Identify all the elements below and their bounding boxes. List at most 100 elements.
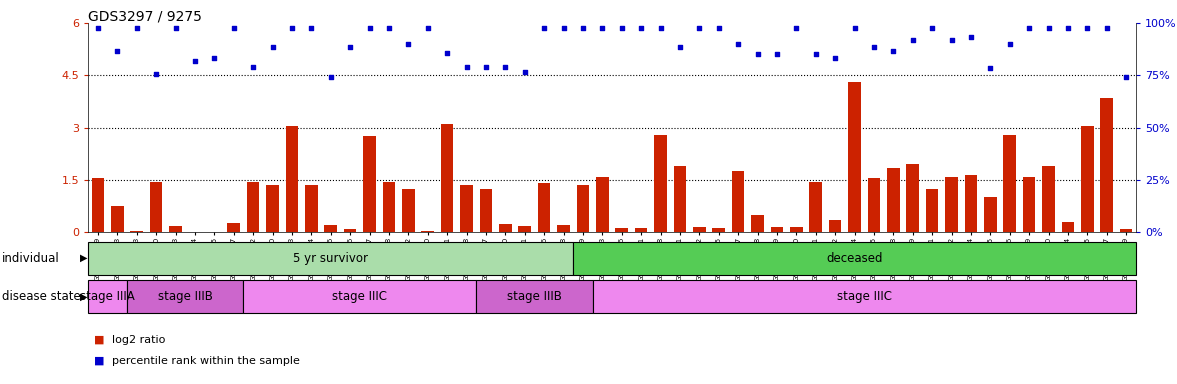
Point xyxy=(321,74,340,80)
Point xyxy=(341,45,360,51)
Bar xyxy=(616,228,629,232)
Point xyxy=(767,51,786,58)
Bar xyxy=(244,280,477,313)
Bar xyxy=(518,227,531,232)
Point xyxy=(1039,25,1058,31)
Bar xyxy=(945,177,958,232)
Text: percentile rank within the sample: percentile rank within the sample xyxy=(112,356,300,366)
Bar xyxy=(810,182,822,232)
Point xyxy=(1000,41,1019,47)
Text: stage IIIC: stage IIIC xyxy=(332,290,387,303)
Point xyxy=(186,58,205,65)
Point xyxy=(962,34,980,40)
Bar xyxy=(790,227,803,232)
Bar xyxy=(593,280,1136,313)
Bar xyxy=(88,280,127,313)
Point xyxy=(457,64,476,70)
Text: 5 yr survivor: 5 yr survivor xyxy=(293,252,368,265)
Bar xyxy=(266,185,279,232)
Point xyxy=(264,45,282,51)
Point xyxy=(806,51,825,58)
Point xyxy=(671,45,690,51)
Point xyxy=(477,64,496,70)
Point xyxy=(845,25,864,31)
Point xyxy=(787,25,806,31)
Bar xyxy=(1004,135,1016,232)
Bar xyxy=(634,228,647,232)
Bar xyxy=(92,178,105,232)
Bar xyxy=(538,183,551,232)
Bar xyxy=(751,215,764,232)
Point xyxy=(1078,25,1097,31)
Point xyxy=(438,50,457,56)
Bar xyxy=(88,242,573,275)
Point xyxy=(593,25,612,31)
Point xyxy=(360,25,379,31)
Bar xyxy=(712,228,725,232)
Point xyxy=(147,71,166,77)
Bar xyxy=(1080,126,1093,232)
Bar xyxy=(673,166,686,232)
Point xyxy=(573,25,592,31)
Bar xyxy=(247,182,259,232)
Bar xyxy=(480,189,492,232)
Text: disease state: disease state xyxy=(2,290,81,303)
Bar xyxy=(227,223,240,232)
Point xyxy=(942,37,960,43)
Text: ■: ■ xyxy=(94,356,105,366)
Bar xyxy=(169,226,182,232)
Bar xyxy=(926,189,938,232)
Point xyxy=(864,45,883,51)
Bar xyxy=(305,185,318,232)
Bar xyxy=(460,185,473,232)
Text: individual: individual xyxy=(2,252,60,265)
Bar xyxy=(344,229,357,232)
Text: ▶: ▶ xyxy=(80,291,87,302)
Bar xyxy=(1119,229,1132,232)
Bar xyxy=(325,225,337,232)
Point xyxy=(127,25,146,31)
Text: deceased: deceased xyxy=(826,252,883,265)
Point xyxy=(612,25,631,31)
Bar xyxy=(364,136,375,232)
Bar xyxy=(1042,166,1055,232)
Bar xyxy=(829,220,842,232)
Point xyxy=(1117,74,1136,80)
Point xyxy=(225,25,244,31)
Bar xyxy=(577,185,590,232)
Point xyxy=(379,25,398,31)
Bar xyxy=(286,126,298,232)
Bar xyxy=(499,223,512,232)
Bar xyxy=(441,124,453,232)
Bar xyxy=(383,182,395,232)
Point xyxy=(205,55,224,61)
Point xyxy=(749,51,767,58)
Point xyxy=(1019,25,1038,31)
Point xyxy=(418,25,437,31)
Bar xyxy=(111,206,124,232)
Point xyxy=(166,25,185,31)
Bar xyxy=(965,175,977,232)
Text: GDS3297 / 9275: GDS3297 / 9275 xyxy=(88,10,202,23)
Bar xyxy=(596,177,609,232)
Text: stage IIIB: stage IIIB xyxy=(158,290,213,303)
Bar xyxy=(984,197,997,232)
Bar xyxy=(887,168,899,232)
Bar xyxy=(693,227,706,232)
Text: ■: ■ xyxy=(94,335,105,345)
Point xyxy=(651,25,670,31)
Point xyxy=(690,25,709,31)
Point xyxy=(496,64,514,70)
Bar xyxy=(573,242,1136,275)
Point xyxy=(1058,25,1077,31)
Point xyxy=(534,25,553,31)
Bar xyxy=(867,178,880,232)
Text: ▶: ▶ xyxy=(80,253,87,263)
Bar xyxy=(149,182,162,232)
Point xyxy=(923,25,942,31)
Bar xyxy=(131,230,144,232)
Bar xyxy=(1100,98,1113,232)
Bar xyxy=(477,280,593,313)
Bar xyxy=(1062,222,1075,232)
Point xyxy=(980,65,999,71)
